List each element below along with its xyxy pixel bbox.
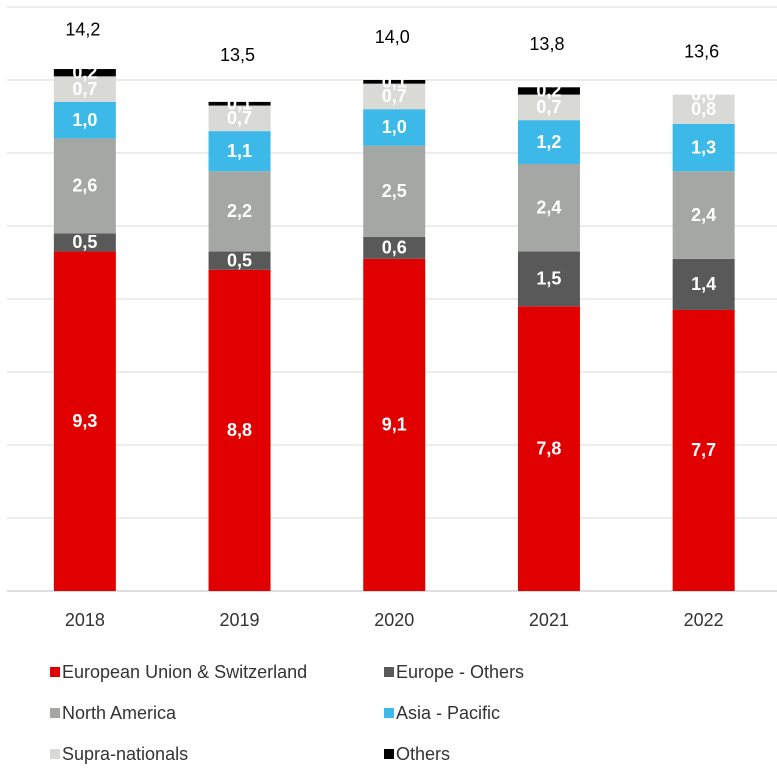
data-label: 2,5 (382, 181, 407, 201)
bar-segment (363, 109, 426, 146)
bar-segment (517, 94, 580, 121)
bar-segment (363, 80, 426, 84)
data-label: 0,5 (72, 232, 97, 252)
data-label: 7,8 (536, 438, 561, 458)
legend-swatch (50, 667, 60, 677)
bar-segment (517, 306, 580, 591)
legend-label: European Union & Switzerland (62, 662, 307, 682)
legend-label: Supra-nationals (62, 744, 188, 764)
bar-segment (672, 94, 735, 124)
x-tick-label: 2021 (529, 610, 569, 630)
bar-segment (208, 131, 271, 172)
data-label: 1,1 (227, 141, 252, 161)
bar-segment (672, 309, 735, 591)
x-tick-label: 2020 (374, 610, 414, 630)
legend-label: Europe - Others (396, 662, 524, 682)
bar-segment (53, 233, 116, 252)
data-label: 1,0 (382, 117, 407, 137)
bar-segment (363, 258, 426, 591)
data-label: 0,5 (227, 250, 252, 270)
data-label: 1,0 (72, 110, 97, 130)
legend-label: North America (62, 703, 177, 723)
total-label: 13,6 (684, 41, 719, 61)
data-label: 0,7 (72, 79, 97, 99)
x-tick-label: 2022 (684, 610, 724, 630)
legend-swatch (50, 749, 60, 759)
legend-swatch (50, 708, 60, 718)
bar-segment (363, 236, 426, 259)
data-label: 9,3 (72, 411, 97, 431)
data-label: 2,6 (72, 176, 97, 196)
data-label: 1,5 (536, 269, 561, 289)
bar-segment (53, 138, 116, 234)
bar-segment (672, 258, 735, 310)
bar-segment (53, 76, 116, 102)
data-label: 0,8 (691, 99, 716, 119)
data-label: 0,7 (382, 86, 407, 106)
bar-segment (672, 123, 735, 172)
x-tick-label: 2019 (220, 610, 260, 630)
bar-segment (517, 87, 580, 95)
data-label: 7,7 (691, 440, 716, 460)
bar-segment (363, 145, 426, 237)
bar-segment (517, 163, 580, 252)
total-label: 14,0 (375, 27, 410, 47)
bar-segment (53, 69, 116, 77)
data-label: 0,7 (536, 97, 561, 117)
total-label: 13,8 (529, 34, 564, 54)
bar-segment (517, 120, 580, 164)
legend-label: Asia - Pacific (396, 703, 500, 723)
bar-segment (517, 251, 580, 307)
bar-segment (672, 171, 735, 259)
data-label: 2,2 (227, 201, 252, 221)
total-label: 13,5 (220, 45, 255, 65)
bar-segment (363, 83, 426, 110)
data-label: 1,4 (691, 274, 716, 294)
data-label: 0,2 (72, 62, 97, 82)
data-label: 2,4 (691, 205, 716, 225)
bar-segment (208, 269, 271, 591)
total-label: 14,2 (65, 19, 100, 39)
bar-segment (208, 105, 271, 132)
data-label: 0,1 (227, 93, 252, 113)
data-label: 1,2 (536, 132, 561, 152)
data-label: 0,6 (382, 238, 407, 258)
bar-segment (208, 101, 271, 106)
x-tick-label: 2018 (65, 610, 105, 630)
data-label: 1,3 (691, 137, 716, 157)
data-label: 0,1 (382, 72, 407, 92)
data-label: 0,0 (691, 84, 716, 104)
data-label: 9,1 (382, 415, 407, 435)
legend-label: Others (396, 744, 450, 764)
legend-swatch (384, 708, 394, 718)
data-label: 2,4 (536, 198, 561, 218)
bar-segment (53, 251, 116, 592)
legend-swatch (384, 667, 394, 677)
bar-segment (53, 101, 116, 139)
data-label: 0,7 (227, 108, 252, 128)
data-label: 8,8 (227, 420, 252, 440)
bar-segment (208, 171, 271, 252)
data-label: 0,2 (536, 81, 561, 101)
legend-swatch (384, 749, 394, 759)
bar-segment (208, 251, 271, 270)
